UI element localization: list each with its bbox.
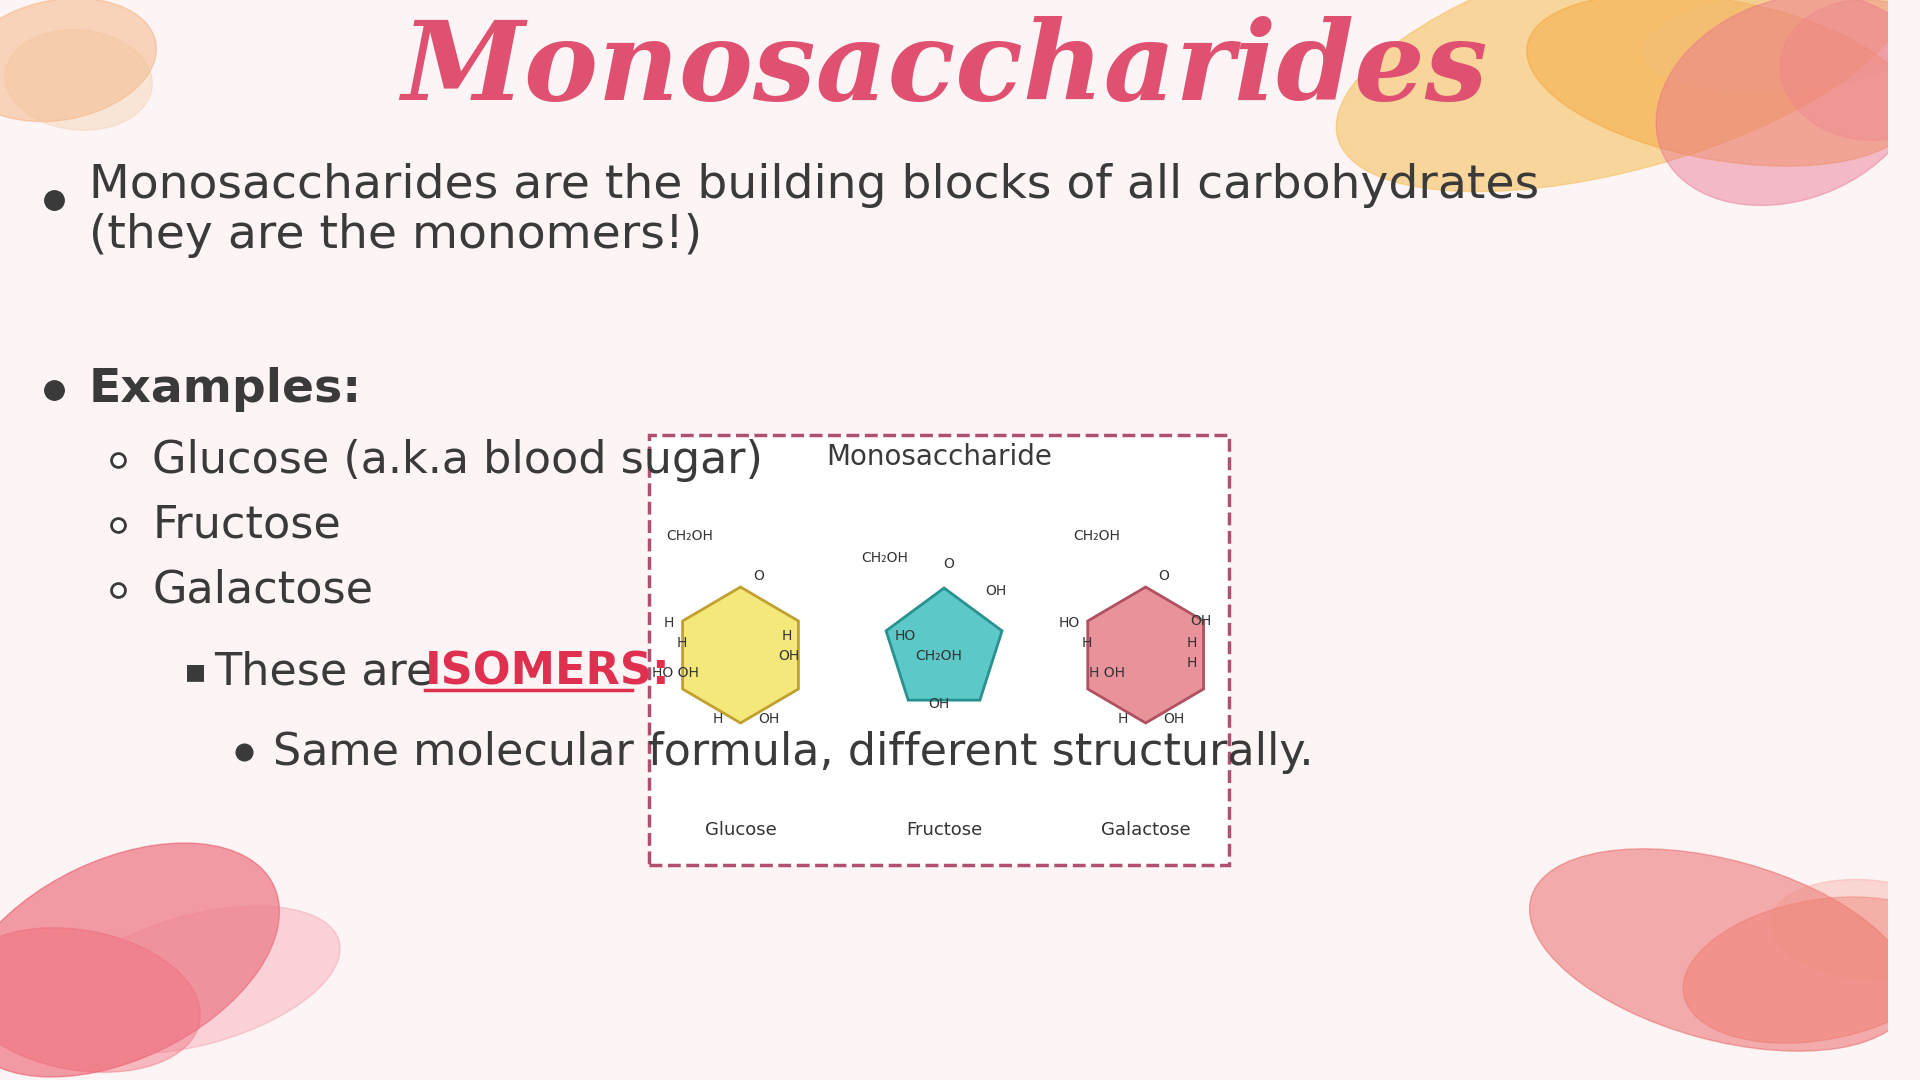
Text: Fructose: Fructose [152,503,342,546]
Text: OH: OH [929,697,950,711]
Text: Monosaccharide: Monosaccharide [826,443,1052,471]
Ellipse shape [0,843,280,1077]
Text: O: O [943,557,954,571]
Text: HO: HO [1060,616,1081,630]
Text: H: H [676,636,687,650]
Text: Same molecular formula, different structurally.: Same molecular formula, different struct… [273,730,1313,773]
Text: Monosaccharides: Monosaccharides [401,16,1488,124]
Text: Glucose (a.k.a blood sugar): Glucose (a.k.a blood sugar) [152,438,764,482]
Text: CH₂OH: CH₂OH [666,529,712,543]
Text: H: H [781,629,793,643]
Text: H: H [1187,636,1198,650]
Text: ISOMERS:: ISOMERS: [424,650,670,693]
Text: H: H [1081,636,1092,650]
Ellipse shape [54,906,340,1054]
Ellipse shape [1770,879,1920,981]
Text: OH: OH [1164,712,1185,726]
Ellipse shape [6,30,152,131]
Text: These are: These are [215,650,447,693]
Text: H: H [1117,712,1129,726]
Text: H: H [1187,656,1198,670]
Ellipse shape [1780,0,1920,140]
Text: H: H [664,616,674,630]
Text: (they are the monomers!): (they are the monomers!) [88,213,701,257]
Text: ■: ■ [184,662,205,681]
Text: Examples:: Examples: [88,367,361,413]
Text: OH: OH [758,712,780,726]
Polygon shape [684,588,799,723]
Text: Galactose: Galactose [152,568,372,611]
Ellipse shape [1684,896,1920,1043]
Text: H OH: H OH [1089,666,1125,680]
Ellipse shape [0,0,156,122]
Polygon shape [885,588,1002,700]
FancyBboxPatch shape [649,435,1229,865]
Polygon shape [1089,588,1204,723]
Text: HO: HO [895,629,916,643]
Text: H: H [712,712,724,726]
Text: OH: OH [1190,615,1212,627]
Ellipse shape [1530,849,1912,1051]
Text: Monosaccharides are the building blocks of all carbohydrates: Monosaccharides are the building blocks … [88,162,1538,207]
Text: O: O [1158,569,1169,583]
Text: Galactose: Galactose [1100,821,1190,839]
Text: CH₂OH: CH₂OH [1073,529,1119,543]
Ellipse shape [1644,0,1920,92]
Text: OH: OH [985,584,1006,598]
Text: Fructose: Fructose [906,821,983,839]
Ellipse shape [1657,0,1920,205]
Text: CH₂OH: CH₂OH [916,649,962,663]
Ellipse shape [1526,0,1914,166]
Text: Glucose: Glucose [705,821,776,839]
Text: OH: OH [778,649,799,663]
Ellipse shape [0,928,200,1072]
Text: O: O [753,569,764,583]
Ellipse shape [1336,0,1908,191]
Text: CH₂OH: CH₂OH [862,551,908,565]
Text: HO OH: HO OH [653,666,699,680]
